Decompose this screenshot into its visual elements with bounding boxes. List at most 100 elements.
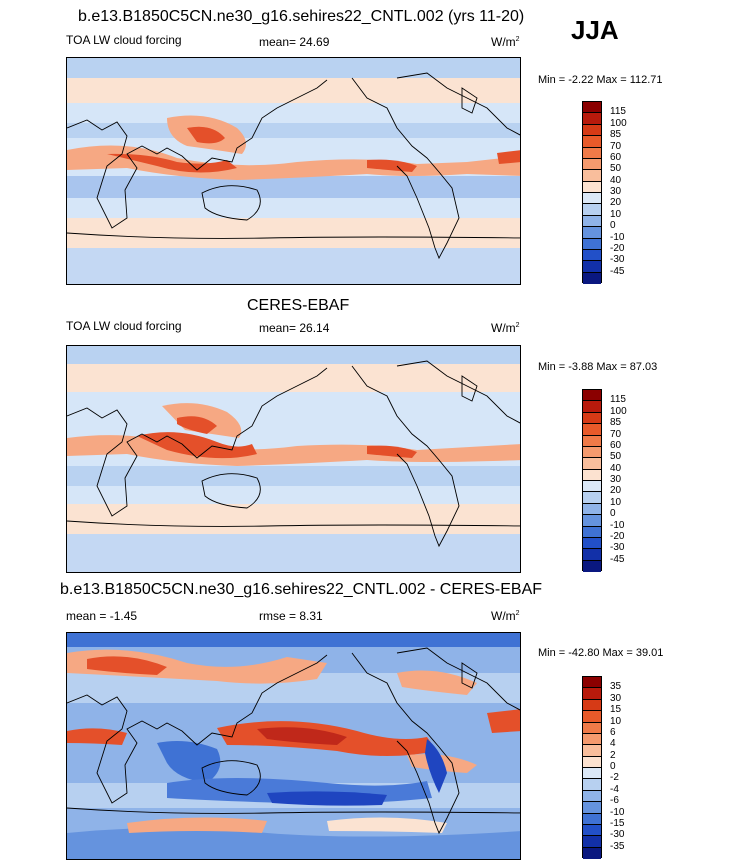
colorbar-diff [582,676,602,859]
colorbar-tick-label: 4 [610,738,616,750]
colorbar-tick-label: 15 [610,704,622,716]
colorbar-tick-label: -45 [610,265,625,277]
colorbar-swatch [583,745,601,757]
colorbar-tick-label: 30 [610,186,622,197]
colorbar-swatch [583,238,601,250]
colorbar-swatch [583,204,601,216]
map-model [66,57,521,285]
mean-label: mean= 24.69 [259,35,330,49]
colorbar-tick-label: -20 [610,242,625,254]
colorbar-swatch [583,802,601,814]
season-label: JJA [571,15,619,45]
colorbar-swatch [583,458,601,470]
colorbar-ticks-model: 115 100 85 70 60 50 40 30 20 10 0 -10 -20 -30 -45 [610,101,650,283]
colorbar-tick-label: -10 [610,231,625,243]
panel-title: CERES-EBAF [247,297,350,314]
colorbar-tick-label: 85 [610,129,622,141]
colorbar-swatch [583,136,601,148]
units-label: W/m2 [491,321,520,335]
colorbar-tick-label: 70 [610,428,622,440]
colorbar-swatch [583,790,601,803]
colorbar-tick-label: -4 [610,783,619,795]
colorbar-tick-label: 100 [610,117,627,129]
colorbar-swatch [583,549,601,561]
colorbar-tick-label: 0 [610,761,616,772]
colorbar-swatch [583,469,601,481]
colorbar-tick-label: 0 [610,508,616,520]
colorbar-tick-label: -35 [610,840,625,852]
colorbar-swatch [583,147,601,159]
mean-label: mean= 26.14 [259,321,330,335]
colorbar-swatch [583,688,601,700]
colorbar-tick-label: 10 [610,715,622,727]
colorbar-swatch [583,560,601,572]
minmax-label: Min = -42.80 Max = 39.01 [538,647,664,659]
colorbar-ticks-diff: 35 30 15 10 6 4 2 0 -2 -4 -6 -10 -15 -30 -35 [610,676,650,858]
colorbar-swatch [583,113,601,125]
colorbar-swatch [583,768,601,780]
colorbar-tick-label: 60 [610,439,622,451]
colorbar-ticks-obs: 115 100 85 70 60 50 40 30 20 10 0 -10 -20 -30 -45 [610,389,650,571]
colorbar-swatch [583,215,601,228]
colorbar-swatch [583,401,601,413]
rmse-label: rmse = 8.31 [259,609,323,623]
colorbar-swatch [583,435,601,447]
colorbar-obs [582,389,602,572]
colorbar-swatch [583,102,601,114]
colorbar-tick-label: 2 [610,749,616,761]
map-obs [66,345,521,573]
colorbar-tick-label: -10 [610,806,625,818]
panel-title: b.e13.B1850C5CN.ne30_g16.sehires22_CNTL.… [60,581,543,598]
colorbar-tick-label: 40 [610,462,622,474]
colorbar-model [582,101,602,284]
colorbar-tick-label: -10 [610,519,625,531]
colorbar-tick-label: 35 [610,681,622,693]
colorbar-tick-label: 115 [610,394,626,406]
colorbar-tick-label: -30 [610,829,625,841]
colorbar-swatch [583,424,601,436]
colorbar-swatch [583,272,601,284]
colorbar-swatch [583,227,601,239]
variable-label: TOA LW cloud forcing [66,33,182,47]
colorbar-swatch [583,677,601,689]
colorbar-swatch [583,193,601,205]
colorbar-swatch [583,124,601,137]
colorbar-swatch [583,526,601,538]
minmax-label: Min = -2.22 Max = 112.71 [538,74,663,86]
colorbar-swatch [583,249,601,262]
units-label: W/m2 [491,35,520,49]
colorbar-tick-label: -2 [610,772,619,784]
units-label: W/m2 [491,609,520,623]
colorbar-swatch [583,824,601,837]
colorbar-tick-label: 30 [610,692,622,704]
colorbar-tick-label: 115 [610,106,626,118]
colorbar-swatch [583,756,601,768]
colorbar-tick-label: -45 [610,553,625,565]
colorbar-swatch [583,492,601,504]
colorbar-tick-label: 6 [610,726,616,738]
colorbar-swatch [583,813,601,825]
colorbar-swatch [583,722,601,734]
colorbar-tick-label: 85 [610,417,622,429]
colorbar-tick-label: -20 [610,530,625,542]
colorbar-swatch [583,515,601,527]
panel-title: b.e13.B1850C5CN.ne30_g16.sehires22_CNTL.… [78,8,525,25]
map-diff [66,632,521,860]
variable-label: TOA LW cloud forcing [66,319,182,333]
colorbar-tick-label: 20 [610,197,622,209]
minmax-label: Min = -3.88 Max = 87.03 [538,361,658,373]
colorbar-tick-label: 10 [610,208,622,220]
colorbar-tick-label: 40 [610,174,622,186]
colorbar-tick-label: 0 [610,220,616,232]
colorbar-tick-label: 50 [610,451,622,463]
colorbar-swatch [583,537,601,550]
colorbar-swatch [583,412,601,425]
colorbar-tick-label: -6 [610,795,619,807]
colorbar-tick-label: 20 [610,485,622,497]
colorbar-swatch [583,261,601,273]
colorbar-swatch [583,181,601,193]
colorbar-swatch [583,733,601,746]
colorbar-tick-label: 50 [610,163,622,175]
colorbar-swatch [583,158,601,171]
colorbar-swatch [583,836,601,848]
